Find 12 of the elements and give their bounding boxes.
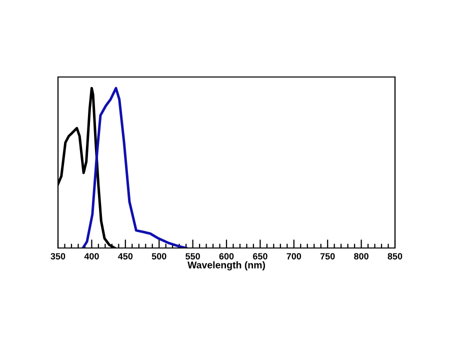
x-tick-label: 600 <box>219 253 234 260</box>
x-tick-label: 450 <box>118 253 133 260</box>
x-tick-label: 500 <box>152 253 166 260</box>
x-tick-label: 350 <box>50 253 66 260</box>
x-tick-label: 800 <box>354 253 368 260</box>
x-tick-label: 700 <box>286 253 302 260</box>
x-tick-label: 400 <box>84 253 99 260</box>
x-tick-label: 850 <box>388 253 402 260</box>
x-axis-title: Wavelength (nm) <box>188 261 265 270</box>
x-tick-label: 550 <box>186 253 200 260</box>
x-tick-label: 750 <box>320 253 335 260</box>
x-tick-label: 650 <box>253 253 268 260</box>
